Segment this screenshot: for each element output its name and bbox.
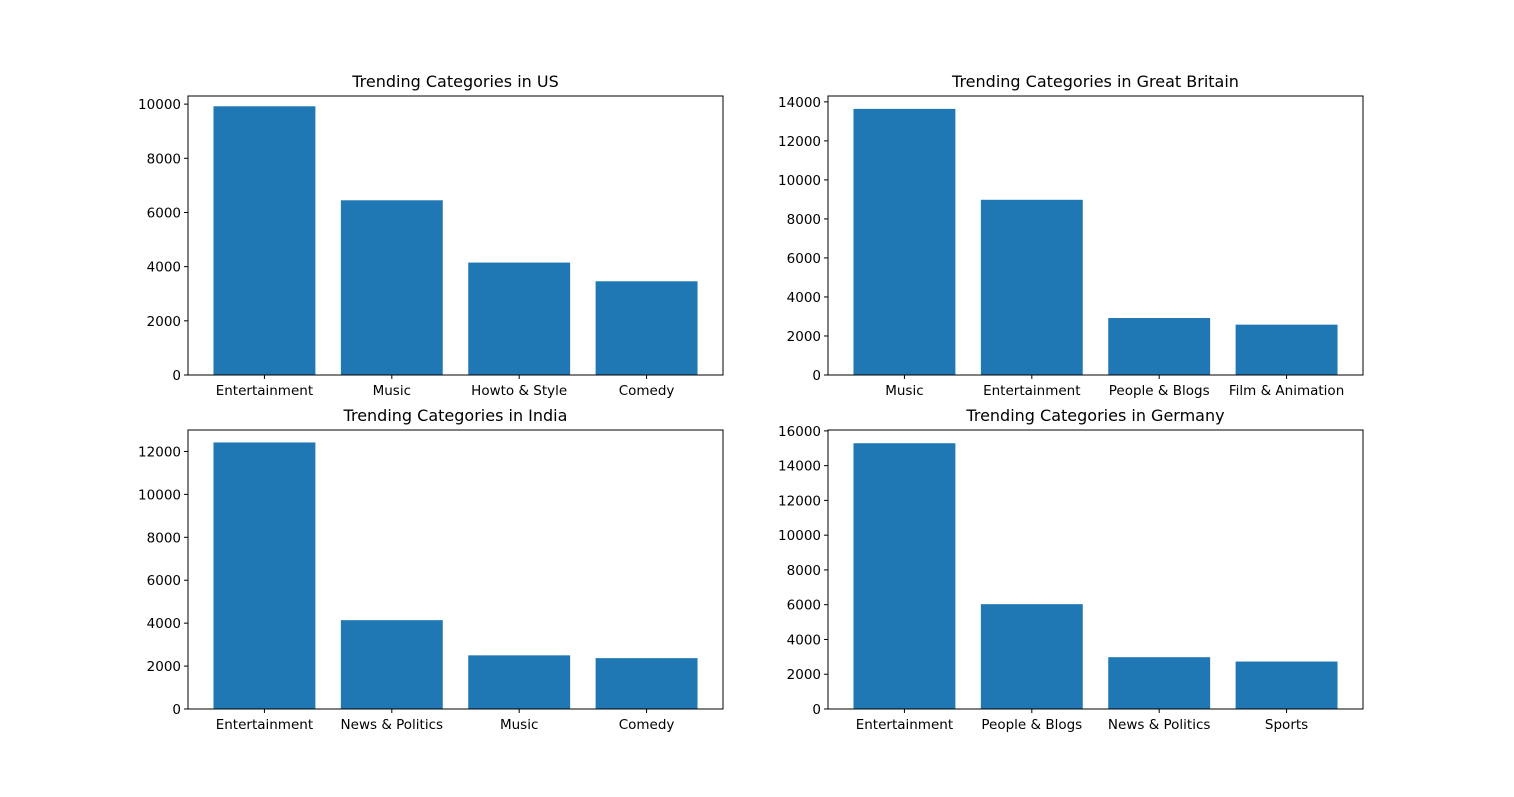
x-tick-label: News & Politics bbox=[341, 717, 444, 733]
y-tick-label: 8000 bbox=[147, 151, 181, 167]
axes-frame bbox=[187, 95, 724, 376]
chart-panel-india: 0 2000 4000 6000 8000 10000 12000 Entertainment… bbox=[138, 406, 724, 733]
y-tick-label: 10000 bbox=[138, 97, 181, 113]
y-tick-label: 0 bbox=[812, 368, 821, 384]
bar-entertainment bbox=[213, 106, 316, 375]
y-tick-label: 8000 bbox=[787, 563, 821, 579]
chart-title: Trending Categories in Great Britain bbox=[951, 72, 1239, 91]
y-tick-label: 12000 bbox=[778, 493, 821, 509]
x-tick-label: Comedy bbox=[619, 717, 675, 733]
x-tick-label: Comedy bbox=[619, 383, 675, 399]
y-tick-label: 4000 bbox=[147, 616, 181, 632]
y-tick-label: 12000 bbox=[138, 444, 181, 460]
bar-people-blogs bbox=[980, 604, 1083, 709]
axes-frame bbox=[187, 429, 724, 710]
x-tick-label: Entertainment bbox=[216, 383, 313, 399]
y-tick-label: 16000 bbox=[778, 424, 821, 440]
x-tick-label: Music bbox=[885, 383, 923, 399]
x-tick-label: Entertainment bbox=[216, 717, 313, 733]
chart-title: Trending Categories in India bbox=[343, 406, 568, 425]
bar-entertainment bbox=[213, 442, 316, 709]
x-tick-label: Music bbox=[373, 383, 411, 399]
bar-sports bbox=[1235, 661, 1338, 709]
x-tick-label: People & Blogs bbox=[1109, 383, 1210, 399]
y-tick-label: 2000 bbox=[147, 314, 181, 330]
bar-music bbox=[340, 200, 443, 375]
y-tick-label: 12000 bbox=[778, 134, 821, 150]
x-tick-label: Sports bbox=[1265, 717, 1308, 733]
bar-howto-style bbox=[468, 262, 571, 375]
y-tick-label: 6000 bbox=[147, 205, 181, 221]
x-tick-label: Entertainment bbox=[856, 717, 953, 733]
bar-news-politics bbox=[340, 620, 443, 709]
y-tick-label: 2000 bbox=[147, 659, 181, 675]
y-tick-label: 10000 bbox=[778, 173, 821, 189]
y-tick-label: 2000 bbox=[787, 329, 821, 345]
bar-comedy bbox=[595, 658, 698, 709]
y-tick-label: 14000 bbox=[778, 459, 821, 475]
chart-panel-germany: 0 2000 4000 6000 8000 10000 12000 14000 16000 Ent… bbox=[778, 406, 1364, 733]
y-tick-label: 0 bbox=[812, 702, 821, 718]
x-tick-label: Entertainment bbox=[983, 383, 1080, 399]
axes-frame bbox=[827, 95, 1364, 376]
y-tick-label: 8000 bbox=[787, 212, 821, 228]
y-tick-label: 14000 bbox=[778, 95, 821, 111]
y-tick-label: 6000 bbox=[787, 598, 821, 614]
bar-entertainment bbox=[853, 443, 956, 709]
y-tick-label: 4000 bbox=[787, 632, 821, 648]
bar-comedy bbox=[595, 281, 698, 375]
x-tick-label: News & Politics bbox=[1108, 717, 1211, 733]
x-tick-label: Howto & Style bbox=[471, 383, 567, 399]
chart-title: Trending Categories in Germany bbox=[965, 406, 1224, 425]
bar-entertainment bbox=[980, 199, 1083, 375]
bar-music bbox=[468, 655, 571, 709]
y-tick-label: 0 bbox=[172, 702, 181, 718]
y-tick-label: 8000 bbox=[147, 530, 181, 546]
bar-music bbox=[853, 108, 956, 375]
y-tick-label: 4000 bbox=[787, 290, 821, 306]
y-tick-label: 0 bbox=[172, 368, 181, 384]
x-tick-label: Film & Animation bbox=[1229, 383, 1344, 399]
bar-film-animation bbox=[1235, 324, 1338, 375]
chart-title: Trending Categories in US bbox=[351, 72, 558, 91]
chart-panel-us: 0 2000 4000 6000 8000 10000 Entertainment Music… bbox=[138, 72, 724, 399]
y-tick-label: 2000 bbox=[787, 667, 821, 683]
y-tick-label: 4000 bbox=[147, 260, 181, 276]
y-tick-label: 10000 bbox=[778, 528, 821, 544]
y-tick-label: 6000 bbox=[787, 251, 821, 267]
bar-news-politics bbox=[1108, 657, 1211, 709]
bar-people-blogs bbox=[1108, 318, 1211, 375]
y-tick-label: 10000 bbox=[138, 487, 181, 503]
x-tick-label: People & Blogs bbox=[981, 717, 1082, 733]
y-tick-label: 6000 bbox=[147, 573, 181, 589]
x-tick-label: Music bbox=[500, 717, 538, 733]
chart-panel-great-britain: 0 2000 4000 6000 8000 10000 12000 14000 Music Ent… bbox=[778, 72, 1364, 399]
